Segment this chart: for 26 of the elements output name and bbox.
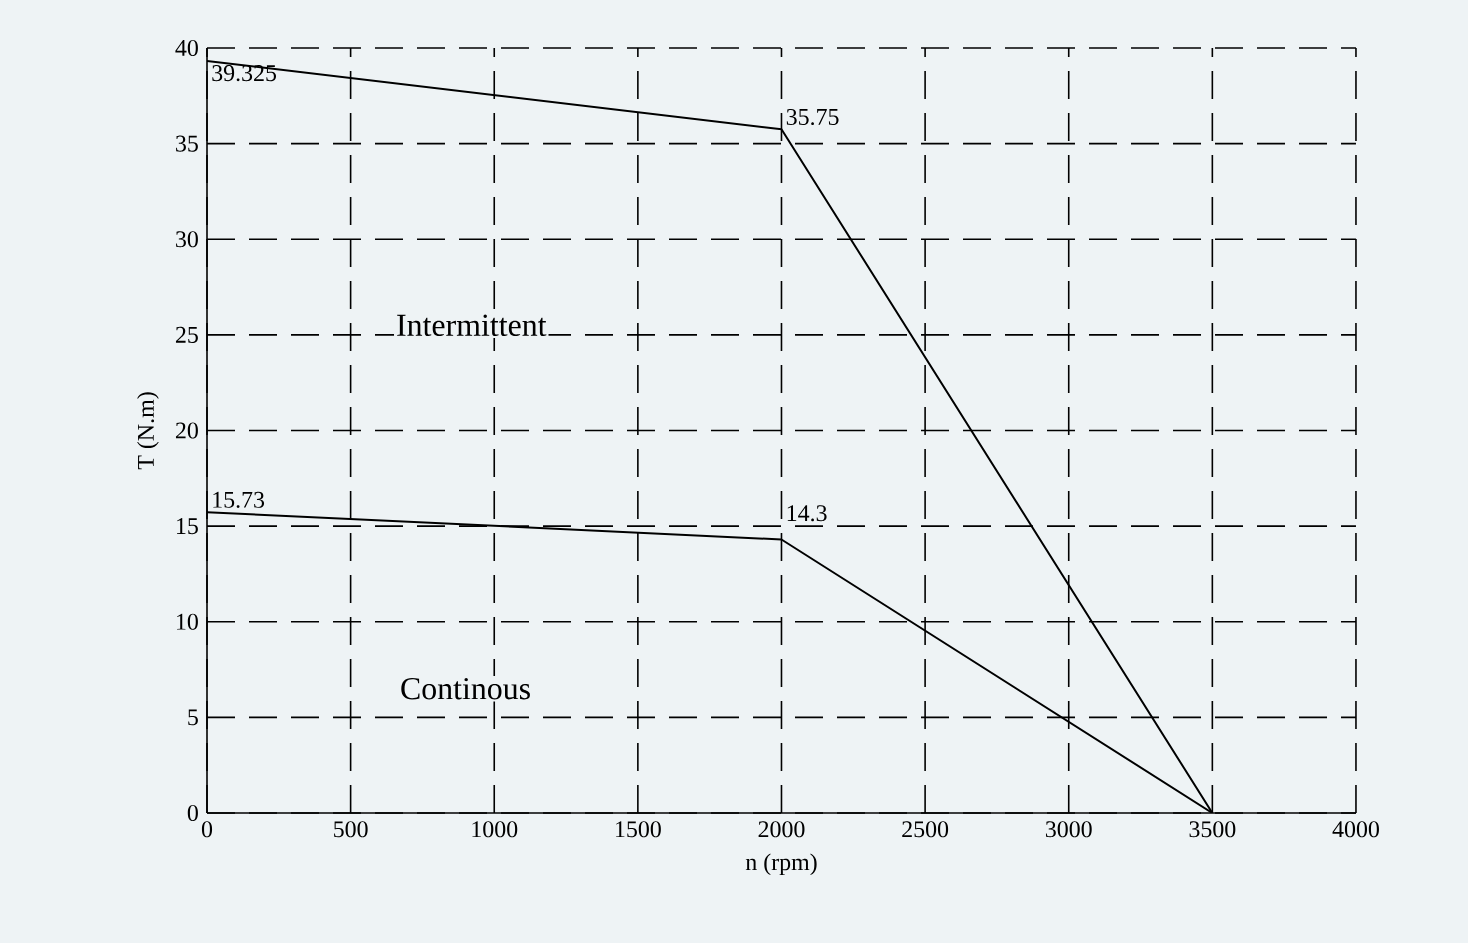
data-label: 14.3 [787,505,827,522]
y-tick-label: 15 [177,518,198,535]
x-tick-label: 3500 [1189,821,1236,838]
y-axis-title: T (N.m) [137,392,159,470]
annotation: Continous [401,677,530,700]
y-tick-label: 40 [175,39,198,57]
x-tick-label: 1000 [472,821,518,838]
x-tick-label: 500 [334,821,368,838]
y-tick-label: 35 [176,135,198,152]
x-tick-label: 2500 [902,821,949,838]
y-tick-label: 20 [175,422,198,439]
y-tick-label: 25 [175,326,198,343]
y-tick-label: 5 [188,709,198,726]
y-tick-label: 0 [187,804,198,822]
x-tick-label: 3000 [1045,821,1092,838]
data-label: 15.73 [213,491,265,508]
data-label: 35.75 [786,108,839,126]
x-tick-label: 1500 [616,821,661,838]
y-tick-label: 10 [177,613,198,630]
data-label: 39.325 [212,65,277,82]
annotation: Intermittent [397,314,547,337]
x-tick-label: 2000 [758,821,805,838]
x-axis-title: n (rpm) [745,853,817,876]
x-tick-label: 0 [201,821,213,838]
y-tick-label: 30 [176,231,198,248]
x-tick-label: 4000 [1332,821,1379,838]
